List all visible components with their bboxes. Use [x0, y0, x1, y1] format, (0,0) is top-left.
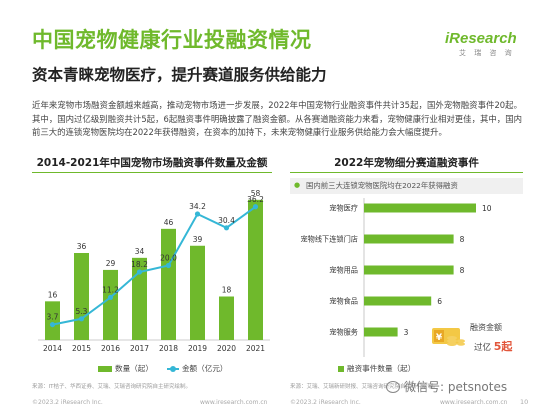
x-tick-2019: 2019 [188, 344, 207, 353]
bar-2017 [132, 257, 147, 340]
footer-right-copyright: ©2023.2 iResearch Inc. [290, 399, 361, 406]
amount-point-2016 [107, 294, 114, 300]
legend-swatch [338, 365, 344, 372]
watermark-text: 微信号: petsnotes [404, 380, 508, 394]
bar-2016 [103, 269, 118, 340]
x-tick-2017: 2017 [130, 344, 149, 353]
hbar-value-1: 8 [460, 235, 465, 244]
right-source: 来源：艾瑞、艾瑞新研财报、艾瑞咨询研究院自主研究绘制。 [290, 384, 439, 390]
amount-label-2019: 34.2 [189, 202, 206, 211]
left-legend: 数量（起） 金额（亿元） [98, 363, 228, 374]
badge-over-label: 过亿 [474, 343, 492, 353]
intro-paragraph: 近年来宠物市场融资金额越来越高，推动宠物市场进一步发展，2022年中国宠物行业融… [32, 100, 522, 138]
category-label-1: 宠物线下连锁门店 [300, 235, 358, 244]
bar-label-2015: 36 [77, 242, 87, 251]
amount-point-2019 [194, 211, 201, 217]
bar-2015 [74, 253, 89, 340]
wechat-watermark: 微信号: petsnotes [386, 378, 507, 395]
hbar-4 [364, 327, 398, 337]
bar-label-2020: 18 [222, 286, 232, 295]
hbar-1 [364, 234, 454, 244]
bar-label-2014: 16 [48, 290, 58, 299]
left-title-rule [32, 172, 272, 173]
footer-left-copyright: ©2023.2 iResearch Inc. [32, 399, 103, 406]
page-title: 中国宠物健康行业投融资情况 [32, 28, 312, 52]
x-tick-2016: 2016 [101, 344, 120, 353]
bar-label-2016: 29 [106, 259, 116, 268]
hbar-value-2: 8 [460, 266, 465, 275]
legend-line-label: 金额（亿元） [181, 364, 228, 373]
legend-bar-label: 数量（起） [115, 364, 153, 373]
badge-count: 5起 [493, 340, 513, 353]
amount-point-2017 [136, 269, 143, 275]
amount-label-2021: 36.2 [247, 195, 264, 204]
amount-point-2020 [223, 225, 230, 231]
hbar-value-4: 3 [404, 328, 409, 337]
bar-label-2021: 58 [251, 189, 261, 198]
category-label-2: 宠物用品 [329, 266, 358, 275]
amount-label-2014: 3.7 [47, 313, 59, 322]
bar-2019 [190, 245, 205, 340]
callout-bullet-icon: ● [294, 181, 301, 189]
hbar-value-0: 10 [482, 204, 492, 213]
category-label-4: 宠物服务 [329, 328, 358, 337]
amount-point-2015 [78, 316, 85, 322]
x-tick-2014: 2014 [43, 344, 62, 353]
x-tick-2020: 2020 [217, 344, 236, 353]
callout-box: 国内前三大连锁宠物医院均在2022年获得融资 [290, 178, 523, 194]
hbar-0 [364, 203, 476, 213]
logo-text: iResearch [445, 30, 517, 47]
footer-left-url: www.iresearch.com.cn [200, 399, 268, 406]
left-source: 来源：IT桔子、华西证券、艾瑞、艾瑞咨询研究院自主研究绘制。 [32, 384, 191, 390]
bar-2020 [219, 296, 234, 340]
badge-title: 融资金额 [470, 323, 502, 332]
badge-value: 过亿 5起 [474, 338, 512, 354]
wechat-icon [386, 380, 400, 393]
right-chart-title: 2022年宠物细分赛道融资事件 [334, 157, 479, 169]
page-subtitle: 资本青睐宠物医疗，提升赛道服务供给能力 [32, 66, 327, 84]
hbar-2 [364, 265, 454, 275]
page-number: 10 [520, 398, 529, 406]
amount-label-2016: 11.2 [102, 285, 119, 294]
x-tick-2018: 2018 [159, 344, 178, 353]
hbar-value-3: 6 [437, 297, 442, 306]
bar-2021 [248, 199, 263, 340]
footer-right-url: www.iresearch.com.cn [440, 399, 508, 406]
coins-icon: ¥ [432, 328, 465, 346]
amount-point-2021 [252, 204, 259, 210]
category-label-0: 宠物医疗 [329, 204, 358, 213]
iresearch-logo: iResearch 艾 瑞 咨 询 [445, 30, 525, 58]
bar-label-2017: 34 [135, 247, 145, 256]
amount-point-2014 [49, 321, 56, 328]
right-title-rule [290, 172, 523, 173]
amount-point-2018 [165, 262, 172, 269]
amount-label-2015: 5.3 [76, 307, 88, 316]
amount-label-2020: 30.4 [218, 216, 235, 225]
x-tick-2015: 2015 [72, 344, 91, 353]
left-chart-title: 2014-2021年中国宠物市场融资事件数量及金额 [36, 157, 268, 169]
bar-label-2018: 46 [164, 218, 174, 227]
legend-bar-swatch [98, 365, 112, 372]
amount-line [52, 205, 257, 326]
logo-subtext: 艾 瑞 咨 询 [459, 49, 515, 57]
right-legend: 融资事件数量（起） [338, 363, 415, 374]
bar-2014 [45, 301, 60, 340]
category-label-3: 宠物食品 [329, 297, 358, 306]
hbar-3 [364, 296, 432, 306]
bar-label-2019: 39 [193, 235, 203, 244]
x-tick-2021: 2021 [246, 344, 265, 353]
amount-label-2018: 20.0 [160, 254, 177, 263]
legend-label: 融资事件数量（起） [347, 364, 416, 373]
bar-2018 [161, 228, 176, 340]
svg-text:¥: ¥ [436, 333, 443, 343]
legend-line-swatch [166, 365, 179, 372]
amount-label-2017: 18.2 [131, 260, 148, 269]
